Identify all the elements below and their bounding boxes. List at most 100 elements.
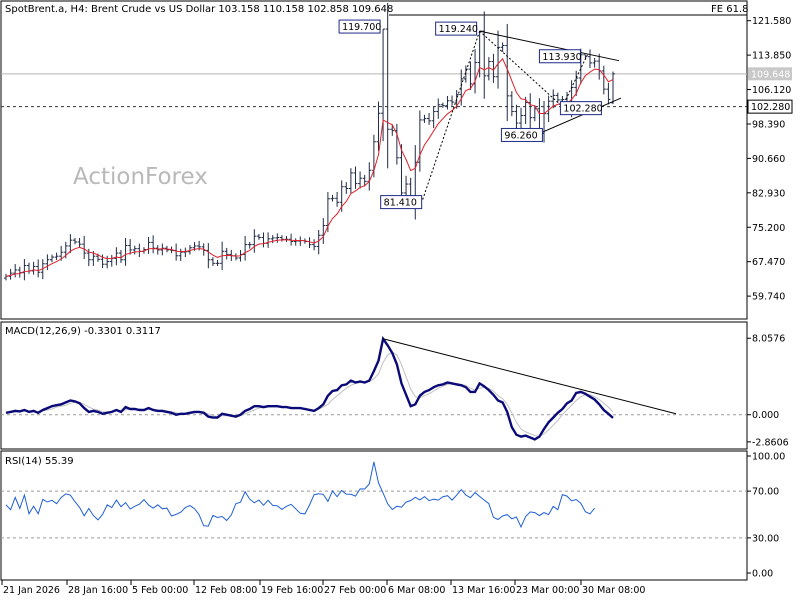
triangle-upper-line	[479, 30, 620, 62]
price-bar	[224, 247, 229, 260]
price-axis-tag: 109.648	[748, 67, 792, 81]
rsi-panel-frame	[0, 450, 748, 581]
price-tick-label: 98.390	[752, 119, 785, 130]
rsi-tick-label: 0.00	[752, 569, 773, 580]
rsi-panel: RSI(14) 55.39 100.00 70.00 30.00 0.00	[0, 450, 785, 581]
price-bar	[376, 101, 381, 152]
pattern-trendlines	[422, 30, 622, 200]
price-bar	[399, 144, 404, 204]
pivot-label-box	[559, 101, 602, 116]
time-tick-label: 19 Feb 16:00	[261, 585, 323, 596]
price-bar	[417, 110, 422, 172]
price-bar	[592, 58, 597, 68]
price-bar	[523, 96, 528, 124]
price-tick-label: 75.200	[752, 223, 785, 234]
price-bar	[210, 257, 215, 266]
pivot-label-box	[380, 195, 423, 210]
macd-title: MACD(12,26,9) -0.3301 0.3117	[5, 326, 161, 337]
price-bar	[606, 82, 611, 105]
price-bar	[128, 239, 133, 255]
price-bar	[316, 229, 321, 255]
pivot-label: 119.700	[338, 19, 381, 34]
price-bar	[155, 245, 160, 255]
price-bar	[36, 259, 41, 278]
price-bar	[482, 11, 487, 99]
pivot-label: 81.410	[380, 195, 423, 210]
pivot-label-text: 102.280	[563, 104, 602, 115]
moving-average-line	[5, 57, 614, 277]
price-bar	[514, 104, 519, 129]
price-axis-tag: 102.280	[747, 99, 793, 114]
price-bar	[358, 171, 363, 189]
price-bar	[118, 249, 123, 263]
pivot-label-box	[338, 19, 381, 34]
price-tick-label: 67.470	[752, 257, 785, 268]
price-bar	[49, 254, 54, 263]
price-bar	[312, 239, 317, 251]
pivot-label-text: 81.410	[384, 198, 417, 209]
macd-tick-label: 0.000	[752, 410, 779, 421]
price-bar	[335, 191, 340, 207]
triangle-lower-line	[539, 97, 622, 134]
time-tick-label: 21 Jan 2026	[3, 585, 60, 596]
time-tick-label: 13 Mar 16:00	[452, 585, 515, 596]
price-bar	[519, 107, 524, 129]
price-bar	[160, 243, 165, 256]
pivot-label-box	[538, 49, 581, 64]
pivot-label-text: 113.930	[542, 52, 581, 63]
price-bar	[279, 235, 284, 242]
price-bar	[509, 91, 514, 117]
macd-panel: MACD(12,26,9) -0.3301 0.3117 8.0576 0.000…	[0, 321, 789, 450]
price-bar	[574, 70, 579, 96]
price-bar	[270, 235, 275, 244]
pivot-label: 102.280	[559, 101, 603, 116]
macd-panel-frame	[0, 321, 748, 450]
price-bar	[82, 235, 87, 260]
price-bar	[123, 238, 128, 266]
price-bar	[215, 259, 220, 266]
price-bar	[468, 61, 473, 90]
rsi-level-lines	[1, 490, 747, 539]
swing-line-3	[561, 54, 588, 107]
macd-trendline	[382, 338, 677, 415]
price-bar	[321, 218, 326, 244]
price-axis-tags: 109.648 102.280	[747, 67, 793, 114]
price-bar	[431, 106, 436, 129]
price-tag-box	[748, 67, 792, 81]
price-bar	[77, 237, 82, 248]
price-bar	[344, 182, 349, 194]
price-tag-box	[747, 99, 793, 114]
price-bar	[178, 248, 183, 262]
time-axis: 21 Jan 2026 28 Jan 16:00 5 Feb 00:00 12 Feb…	[1, 580, 645, 596]
price-bar	[289, 233, 294, 246]
time-tick-label: 30 Mar 08:00	[582, 585, 645, 596]
price-axis: 121.580 113.850 106.120 98.390 90.660 82.930 7…	[747, 16, 791, 303]
rsi-tick-label: 70.00	[752, 487, 779, 498]
pivot-label-text: 96.260	[504, 130, 537, 141]
time-tick-label: 5 Feb 00:00	[132, 585, 188, 596]
price-bar	[362, 174, 367, 187]
swing-line-2	[479, 30, 563, 108]
price-bar	[601, 65, 606, 95]
price-tick-label: 90.660	[752, 154, 785, 165]
price-bar	[496, 30, 501, 89]
fe-618-label: FE 61.8	[711, 4, 749, 15]
price-bar	[450, 95, 455, 106]
price-bar	[436, 98, 441, 119]
price-bar	[445, 95, 450, 110]
price-bar	[500, 42, 505, 52]
price-bar	[114, 247, 119, 266]
macd-tick-label: -2.8606	[752, 437, 789, 448]
price-bar	[551, 89, 556, 109]
price-bar	[247, 241, 252, 249]
price-bar	[72, 237, 77, 245]
price-panel: ActionForex SpotBrent.a, H4: Brent Crude…	[0, 0, 793, 320]
price-bar	[13, 264, 18, 278]
macd-axis: 8.0576 0.000 -2.8606	[747, 334, 789, 448]
rsi-axis: 100.00 70.00 30.00 0.00	[747, 452, 785, 580]
rsi-title: RSI(14) 55.39	[5, 456, 74, 467]
price-bar	[404, 175, 409, 199]
time-tick-label: 27 Feb 00:00	[324, 585, 386, 596]
price-bar	[31, 261, 36, 275]
pivot-labels: 119.700 81.410 119.240 96.260 113.930 102.280	[338, 19, 603, 210]
